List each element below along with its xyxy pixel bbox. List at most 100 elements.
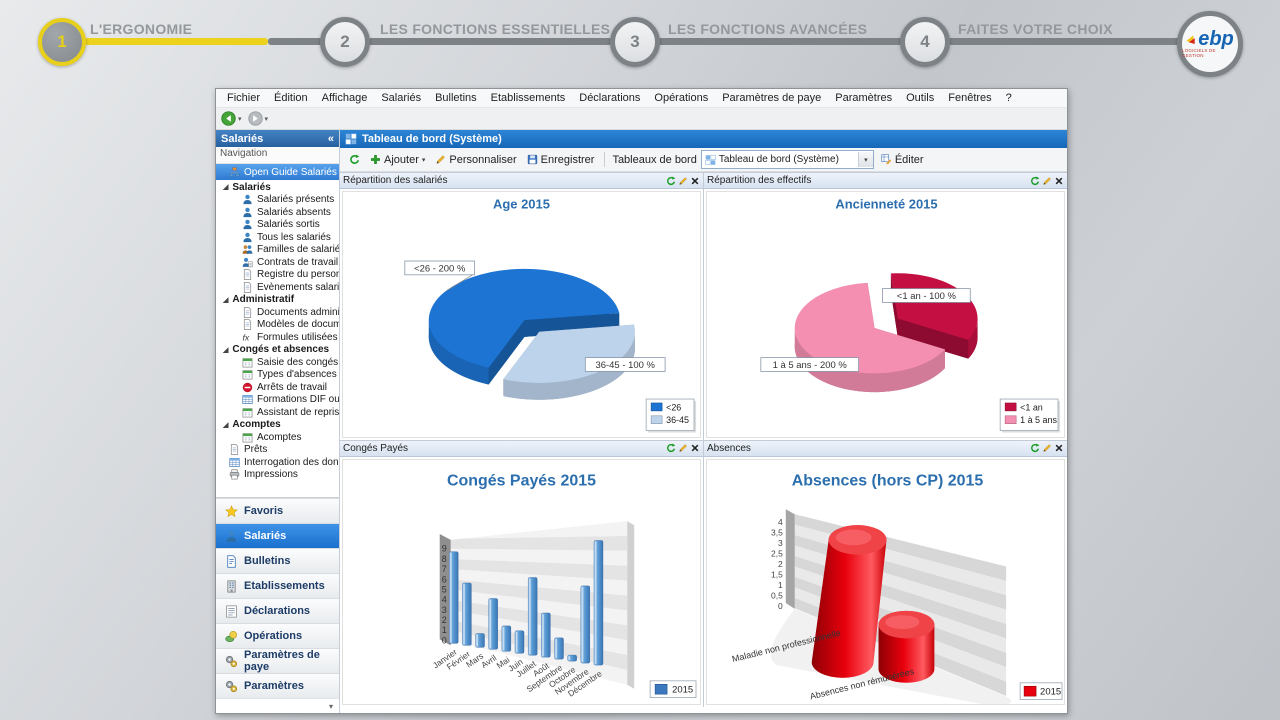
back-icon[interactable] (221, 111, 236, 126)
sidebar-group-acomptes[interactable]: ◢ Acomptes (223, 419, 281, 431)
step-circle-4[interactable]: 4 (900, 17, 950, 67)
forward-dropdown-caret[interactable]: ▾ (264, 115, 269, 123)
sidebar-item-salari-s-sortis[interactable]: Salariés sortis (216, 219, 339, 232)
enregistrer-button[interactable]: Enregistrer (524, 153, 598, 167)
stepper-line-1 (268, 38, 322, 45)
sidebar-overflow-chevron[interactable]: ▾ (328, 701, 333, 711)
refresh-button[interactable] (346, 153, 363, 166)
menu-bulletins[interactable]: Bulletins (435, 92, 477, 104)
sidebar-item-saisie-des-cong-s-et-a[interactable]: Saisie des congés et a... (216, 356, 339, 369)
sidebar-button-favoris[interactable]: Favoris (216, 498, 339, 523)
sidebar-item-assistant-de-reprise-d[interactable]: Assistant de reprise d... (216, 406, 339, 419)
panel-header[interactable]: Répartition des salariés (340, 173, 703, 189)
panel-refresh-icon[interactable] (666, 443, 676, 453)
sidebar-item-open-guide[interactable]: Open Guide Salariés (216, 164, 339, 180)
dashboard-select[interactable]: Tableau de bord (Système) ▾ (700, 150, 874, 169)
sidebar-item-familles-de-salari-s[interactable]: Familles de salariés (216, 244, 339, 257)
panel-edit-icon[interactable] (1042, 176, 1052, 186)
building-icon (225, 579, 238, 593)
menu-d-clarations[interactable]: Déclarations (579, 92, 641, 104)
menu-param-tres[interactable]: Paramètres (835, 92, 893, 104)
panel-close-icon[interactable] (690, 176, 700, 186)
svg-text:2: 2 (778, 559, 783, 569)
menu-salari-s[interactable]: Salariés (381, 92, 422, 104)
menu-fichier[interactable]: Fichier (227, 92, 261, 104)
sidebar-button-op-rations[interactable]: Opérations (216, 623, 339, 648)
sidebar-button-salari-s[interactable]: Salariés (216, 523, 339, 548)
menu-param-tres-de-paye[interactable]: Paramètres de paye (722, 92, 822, 104)
sidebar-button-etablissements[interactable]: Etablissements (216, 573, 339, 598)
toolbar-separator (604, 152, 606, 167)
doc-icon (242, 306, 253, 318)
sidebar-item-types-d-absences[interactable]: Types d'absences (216, 369, 339, 382)
step-number-2: 2 (340, 32, 350, 51)
personnaliser-button[interactable]: Personnaliser (432, 153, 519, 167)
sidebar-footer: ▾ (216, 698, 339, 713)
sidebar-item-tous-les-salari-s[interactable]: Tous les salariés (216, 231, 339, 244)
sidebar-item-salari-s-pr-sents[interactable]: Salariés présents (216, 194, 339, 207)
sidebar-collapse-button[interactable]: « (327, 132, 334, 145)
panel-close-icon[interactable] (690, 443, 700, 453)
sidebar-item-impressions[interactable]: Impressions (216, 469, 339, 482)
menu-affichage[interactable]: Affichage (321, 92, 368, 104)
sidebar-item-acomptes[interactable]: Acomptes (216, 431, 339, 444)
panel-refresh-icon[interactable] (666, 176, 676, 186)
step-circle-2[interactable]: 2 (320, 17, 370, 67)
sidebar-button-param-tres-de-paye[interactable]: Paramètres de paye (216, 648, 339, 673)
sidebar-buttons: Favoris Salariés Bulletins Etablissements Dé… (216, 497, 339, 698)
panel-edit-icon[interactable] (678, 176, 688, 186)
svg-text:7: 7 (442, 564, 447, 574)
sidebar-item-interrogation-des-donn-e[interactable]: Interrogation des donnée... (216, 456, 339, 469)
panel-header[interactable]: Répartition des effectifs (704, 173, 1067, 189)
main-area: Tableau de bord (Système) Ajouter ▾ Perso… (340, 130, 1067, 713)
tableaux-label: Tableaux de bord (612, 153, 697, 166)
svg-text:4: 4 (778, 517, 783, 527)
sidebar-button-param-tres[interactable]: Paramètres (216, 673, 339, 698)
sidebar-tree: ◢ Salariés Salariés présents Salariés absen… (216, 180, 339, 497)
sidebar-item-salari-s-absents[interactable]: Salariés absents (216, 206, 339, 219)
sidebar-item-documents-administratifs[interactable]: Documents administratifs (216, 306, 339, 319)
sidebar-group-salari-s[interactable]: ◢ Salariés (223, 181, 271, 193)
sidebar-group-cong-s-et-absences[interactable]: ◢ Congés et absences (223, 344, 330, 356)
panel-edit-icon[interactable] (678, 443, 688, 453)
menu-[interactable]: ? (1005, 92, 1012, 104)
sidebar-button-bulletins[interactable]: Bulletins (216, 548, 339, 573)
sidebar-button-d-clarations[interactable]: Déclarations (216, 598, 339, 623)
svg-text:2015: 2015 (1040, 685, 1061, 696)
menu-dition[interactable]: Édition (274, 92, 308, 104)
panel-repartition-effectifs: Répartition des effectifs <1 an - 100 % 1… (704, 173, 1067, 440)
svg-text:Congés Payés 2015: Congés Payés 2015 (447, 472, 596, 489)
step-circle-1[interactable]: 1 (38, 18, 86, 66)
combo-dropdown-arrow[interactable]: ▾ (857, 152, 873, 167)
panel-edit-icon[interactable] (1042, 443, 1052, 453)
ajouter-button[interactable]: Ajouter ▾ (367, 153, 428, 167)
logo-text: ebp (1198, 28, 1234, 50)
editer-button[interactable]: Éditer (878, 153, 927, 167)
menu-outils[interactable]: Outils (906, 92, 935, 104)
step-circle-3[interactable]: 3 (610, 17, 660, 67)
doc-icon (242, 281, 253, 293)
menu-op-rations[interactable]: Opérations (654, 92, 709, 104)
panel-close-icon[interactable] (1054, 443, 1064, 453)
sidebar-item-mod-les-de-document[interactable]: Modèles de document... (216, 319, 339, 332)
panel-refresh-icon[interactable] (1030, 176, 1040, 186)
forward-icon[interactable] (247, 111, 263, 126)
panel-close-icon[interactable] (1054, 176, 1064, 186)
stop-icon (242, 382, 253, 393)
plus-icon (370, 154, 381, 165)
sidebar-item-arr-ts-de-travail[interactable]: Arrêts de travail (216, 381, 339, 394)
sidebar-item-registre-du-personnel[interactable]: Registre du personnel (216, 269, 339, 282)
svg-text:1 à 5 ans: 1 à 5 ans (1020, 415, 1057, 425)
menu-fen-tres[interactable]: Fenêtres (948, 92, 992, 104)
panel-header[interactable]: Absences (704, 440, 1067, 457)
sidebar-item-ev-nements-salari-s[interactable]: Evènements salariés (216, 281, 339, 294)
sidebar-item-pr-ts[interactable]: Prêts (216, 444, 339, 457)
panel-refresh-icon[interactable] (1030, 443, 1040, 453)
sidebar-group-administratif[interactable]: ◢ Administratif (223, 294, 295, 306)
sidebar-item-contrats-de-travail[interactable]: Contrats de travail (216, 256, 339, 269)
menu-etablissements[interactable]: Etablissements (490, 92, 566, 104)
panel-header[interactable]: Congés Payés (340, 440, 703, 457)
back-dropdown-caret[interactable]: ▾ (238, 115, 242, 123)
sidebar-item-formations-dif-ou-cpf[interactable]: Formations DIF ou CPF (216, 394, 339, 407)
